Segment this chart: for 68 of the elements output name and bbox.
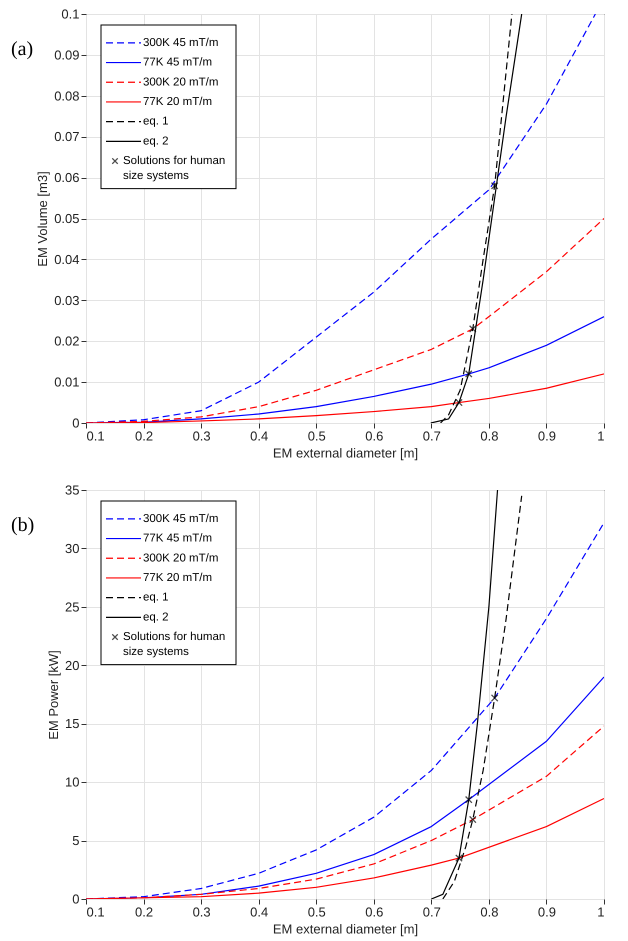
legend-label: 77K 20 mT/m xyxy=(143,96,212,108)
x-tick-label: 0.4 xyxy=(250,904,268,920)
x-tick-label: 0.9 xyxy=(538,428,556,444)
y-tick-label: 0.05 xyxy=(54,211,80,226)
y-tick-label: 0.01 xyxy=(54,374,80,390)
x-tick-label: 0.3 xyxy=(192,428,211,444)
point xyxy=(464,796,473,804)
y-tick-label: 0.07 xyxy=(54,129,80,144)
y-tick-label: 0.03 xyxy=(54,292,80,308)
legend-label: 77K 45 mT/m xyxy=(143,56,212,69)
y-tick-label: 15 xyxy=(65,716,80,732)
legend-label: Solutions for human size systems xyxy=(123,155,226,182)
x-tick-label: 0.2 xyxy=(135,428,154,444)
legend-label: 300K 20 mT/m xyxy=(143,552,218,564)
x-tick-label: 0.5 xyxy=(308,428,326,444)
y-tick-label: 30 xyxy=(65,540,80,556)
point xyxy=(468,325,477,333)
y-tick-label: 0.09 xyxy=(54,47,80,62)
y-axis-title: EM Volume [m3] xyxy=(35,171,50,267)
x-tick-label: 0.8 xyxy=(480,428,498,444)
x-axis-title: EM external diameter [m] xyxy=(272,922,418,936)
y-tick-label: 0.1 xyxy=(61,6,80,22)
x-tick-label: 0.1 xyxy=(86,428,105,444)
x-tick-label: 1 xyxy=(597,428,604,444)
y-tick-label: 0.06 xyxy=(54,170,80,186)
x-tick-label: 0.7 xyxy=(422,428,441,444)
x-tick-label: 0.4 xyxy=(250,428,268,444)
x-tick-label: 0.6 xyxy=(365,904,384,920)
legend-label: eq. 1 xyxy=(143,116,169,128)
x-tick-label: 1 xyxy=(597,904,604,920)
legend-label: 300K 45 mT/m xyxy=(143,512,218,525)
x-tick-label: 0.2 xyxy=(135,904,154,920)
point xyxy=(455,398,463,406)
legend-label: eq. 2 xyxy=(143,611,169,624)
x-tick-label: 0.7 xyxy=(422,904,441,920)
legend-label: 300K 20 mT/m xyxy=(143,76,218,88)
point xyxy=(490,182,498,190)
x-axis-title: EM external diameter [m] xyxy=(272,446,418,460)
x-tick-label: 0.3 xyxy=(192,904,211,920)
x-tick-label: 0.9 xyxy=(538,904,556,920)
y-tick-label: 10 xyxy=(65,774,80,790)
y-tick-label: 0.08 xyxy=(54,88,80,104)
y-tick-label: 0.02 xyxy=(54,334,80,349)
legend-label: Solutions for human size systems xyxy=(123,631,226,658)
x-tick-label: 0.6 xyxy=(365,428,384,444)
y-tick-label: 25 xyxy=(65,599,80,614)
legend-label: 77K 45 mT/m xyxy=(143,532,212,545)
point xyxy=(464,370,473,378)
y-tick-label: 20 xyxy=(65,658,80,673)
legend-label: 77K 20 mT/m xyxy=(143,572,212,584)
legend-label: eq. 2 xyxy=(143,135,169,148)
y-tick-label: 0 xyxy=(72,416,80,430)
point xyxy=(490,694,498,702)
y-tick-label: 0.04 xyxy=(54,252,80,267)
x-tick-label: 0.5 xyxy=(308,904,326,920)
y-axis-title: EM Power [kW] xyxy=(46,650,62,740)
point xyxy=(455,854,463,862)
x-tick-label: 0.1 xyxy=(86,904,105,920)
text: (b) xyxy=(11,514,34,536)
legend-label: eq. 1 xyxy=(143,592,169,604)
text: (a) xyxy=(11,38,34,60)
y-tick-label: 35 xyxy=(65,482,80,498)
line-series xyxy=(430,14,522,423)
y-tick-label: 0 xyxy=(72,892,80,906)
legend-label: 300K 45 mT/m xyxy=(143,36,218,49)
x-tick-label: 0.8 xyxy=(480,904,498,920)
y-tick-label: 5 xyxy=(72,833,80,848)
point xyxy=(468,816,477,824)
